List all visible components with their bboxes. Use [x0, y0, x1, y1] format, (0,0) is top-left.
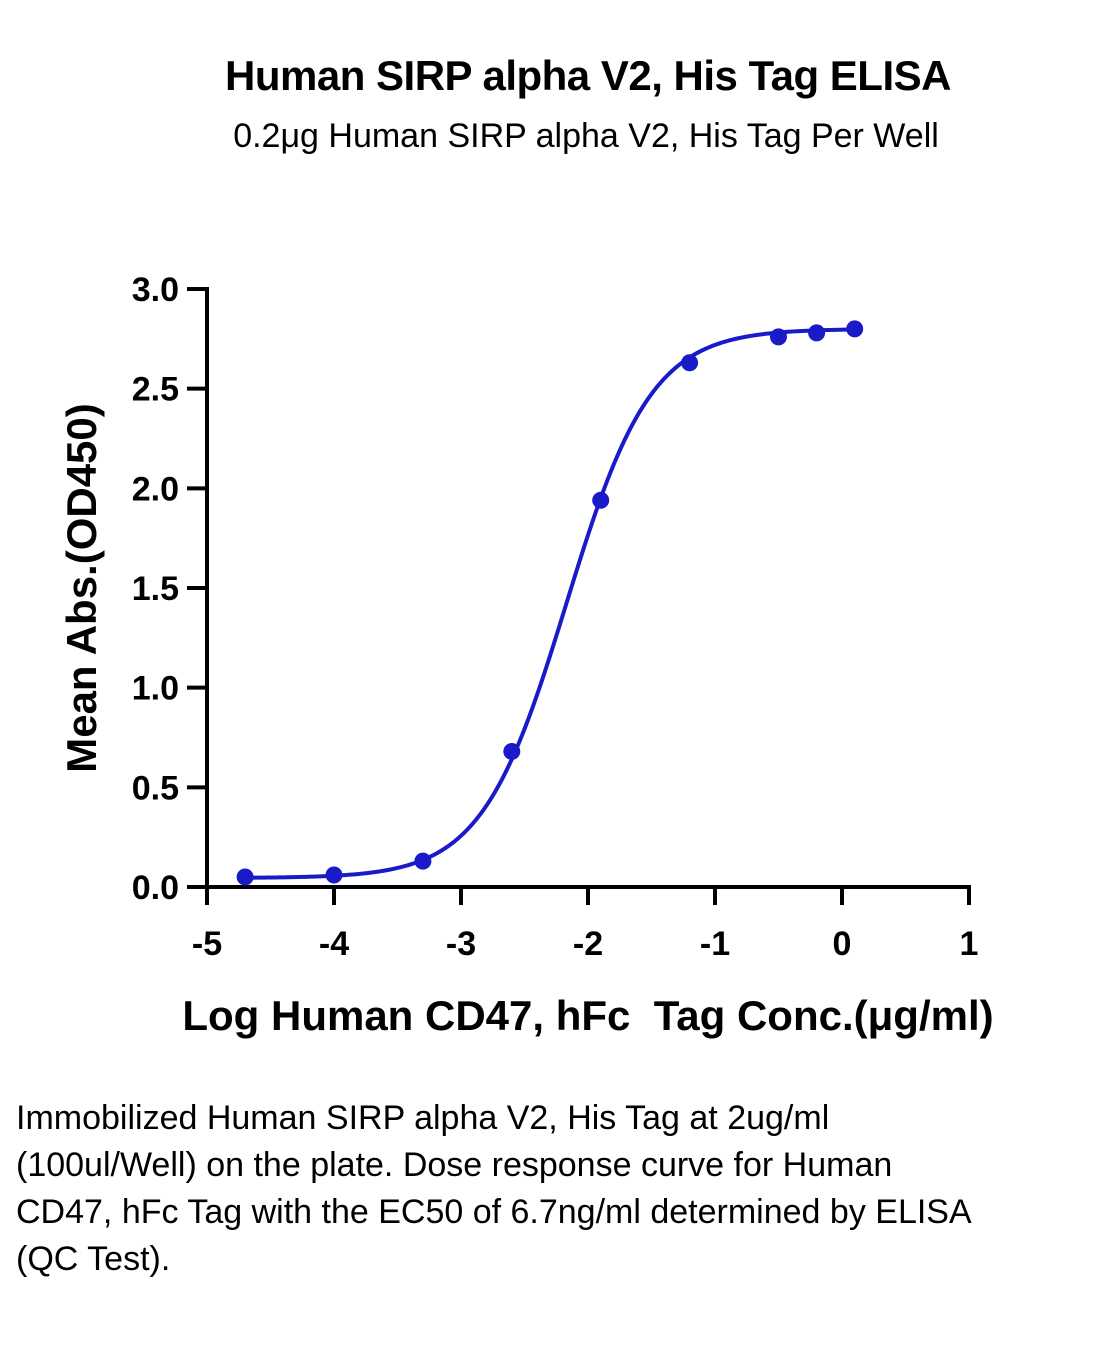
x-tick-label: 0: [833, 925, 852, 963]
x-tick-label: -3: [446, 925, 476, 963]
fit-curve: [245, 327, 855, 880]
y-tick-label: 1.5: [132, 570, 179, 608]
data-point: [770, 328, 787, 346]
x-tick-label: -5: [192, 925, 222, 963]
x-tick-label: -2: [573, 925, 603, 963]
data-point: [236, 868, 254, 886]
axes: [187, 287, 971, 905]
y-tick-label: 3.0: [132, 271, 179, 309]
data-point: [681, 354, 699, 372]
x-tick-label: -4: [319, 925, 349, 963]
figure-caption: Immobilized Human SIRP alpha V2, His Tag…: [16, 1099, 970, 1278]
data-point: [325, 866, 343, 884]
data-point: [503, 742, 521, 760]
data-point: [592, 491, 610, 509]
y-tick-label: 0.0: [132, 869, 179, 907]
data-point: [846, 320, 864, 338]
x-axis-label: Log Human CD47, hFc Tag Conc.(μg/ml): [182, 992, 993, 1039]
y-axis-label: Mean Abs.(OD450): [58, 403, 105, 773]
fit-curve-layer: [245, 327, 855, 880]
data-point: [414, 852, 432, 870]
y-tick-label: 2.5: [132, 371, 179, 409]
x-tick-label: 1: [960, 925, 979, 963]
x-tick-label: -1: [700, 925, 730, 963]
chart-title: Human SIRP alpha V2, His Tag ELISA: [225, 52, 951, 99]
axis-labels-layer: -5 -4 -3 -2 -1 0 1 0.0 0.5 1.0 1.5 2.0 2.5 3.0 Log Hum…: [58, 271, 994, 1039]
chart-subtitle: 0.2μg Human SIRP alpha V2, His Tag Per W…: [233, 117, 939, 155]
y-tick-label: 0.5: [132, 769, 179, 807]
y-tick-label: 1.0: [132, 670, 179, 708]
chart-plot: -5 -4 -3 -2 -1 0 1 0.0 0.5 1.0 1.5 2.0 2.5 3.0 Log Hum…: [58, 271, 994, 1039]
data-point: [808, 324, 826, 342]
data-points-layer: [236, 320, 864, 886]
y-tick-label: 2.0: [132, 470, 179, 508]
